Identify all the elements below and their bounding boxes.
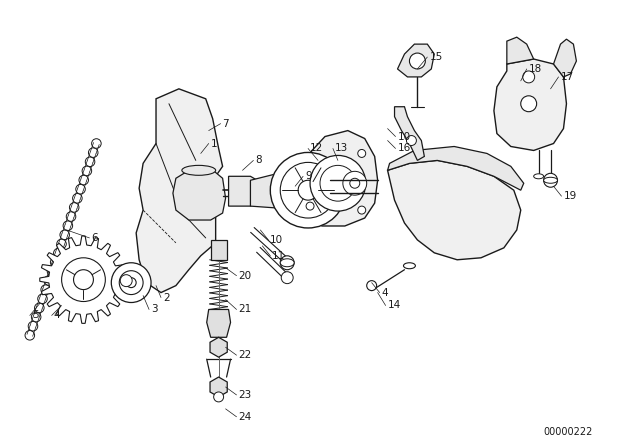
Text: 1: 1 <box>211 138 218 148</box>
Text: 21: 21 <box>239 305 252 314</box>
Text: 24: 24 <box>239 412 252 422</box>
Circle shape <box>126 278 136 288</box>
Circle shape <box>72 194 82 203</box>
Polygon shape <box>388 160 521 260</box>
Text: 12: 12 <box>310 143 323 154</box>
Ellipse shape <box>280 259 294 267</box>
Circle shape <box>44 276 54 285</box>
Circle shape <box>61 258 106 302</box>
Circle shape <box>85 157 95 167</box>
Circle shape <box>343 171 367 195</box>
Text: 5: 5 <box>32 310 38 320</box>
Circle shape <box>63 221 72 230</box>
Polygon shape <box>173 168 225 220</box>
Polygon shape <box>136 89 223 293</box>
Text: 16: 16 <box>397 143 411 154</box>
Circle shape <box>406 136 417 146</box>
Circle shape <box>88 148 98 157</box>
Circle shape <box>358 150 365 157</box>
Ellipse shape <box>403 263 415 269</box>
Circle shape <box>51 258 60 267</box>
Text: 7: 7 <box>223 119 229 129</box>
Ellipse shape <box>543 177 557 183</box>
Polygon shape <box>388 146 524 190</box>
Polygon shape <box>207 310 230 337</box>
Polygon shape <box>250 173 292 208</box>
Circle shape <box>54 248 63 258</box>
Polygon shape <box>394 107 424 160</box>
Circle shape <box>543 173 557 187</box>
Circle shape <box>306 202 314 210</box>
Polygon shape <box>210 377 227 397</box>
Polygon shape <box>507 37 534 64</box>
Text: 6: 6 <box>92 233 98 243</box>
Circle shape <box>358 206 365 214</box>
Circle shape <box>82 166 92 176</box>
Polygon shape <box>40 236 127 323</box>
Circle shape <box>28 321 38 331</box>
Circle shape <box>310 155 365 211</box>
Circle shape <box>270 152 346 228</box>
Text: 13: 13 <box>335 143 348 154</box>
Circle shape <box>298 180 318 200</box>
Ellipse shape <box>182 165 216 175</box>
Circle shape <box>280 256 294 270</box>
Circle shape <box>119 271 143 294</box>
Circle shape <box>79 175 88 185</box>
Text: 4: 4 <box>54 310 60 320</box>
Text: 2: 2 <box>163 293 170 302</box>
Circle shape <box>320 165 356 201</box>
Text: 10: 10 <box>397 132 411 142</box>
Text: 18: 18 <box>529 64 542 74</box>
Circle shape <box>521 96 537 112</box>
Circle shape <box>47 267 57 276</box>
Text: 14: 14 <box>388 301 401 310</box>
Text: 22: 22 <box>239 350 252 360</box>
Circle shape <box>25 331 35 340</box>
Circle shape <box>60 230 70 240</box>
Text: 9: 9 <box>305 171 312 181</box>
Polygon shape <box>494 59 566 151</box>
Text: 23: 23 <box>239 390 252 400</box>
Circle shape <box>69 202 79 212</box>
Circle shape <box>38 294 47 304</box>
Polygon shape <box>228 177 262 206</box>
Ellipse shape <box>534 174 543 179</box>
Circle shape <box>76 185 85 194</box>
Circle shape <box>111 263 151 302</box>
Circle shape <box>35 303 44 313</box>
Circle shape <box>281 271 293 284</box>
Text: 8: 8 <box>255 155 262 165</box>
Circle shape <box>92 139 101 148</box>
Circle shape <box>350 178 360 188</box>
Circle shape <box>41 285 51 294</box>
Circle shape <box>523 71 534 83</box>
Text: 17: 17 <box>561 72 573 82</box>
Circle shape <box>214 392 223 402</box>
Polygon shape <box>554 39 577 77</box>
Polygon shape <box>211 240 227 260</box>
Polygon shape <box>210 337 227 357</box>
Circle shape <box>410 53 426 69</box>
Polygon shape <box>397 44 435 77</box>
Text: 3: 3 <box>151 305 157 314</box>
Circle shape <box>67 212 76 221</box>
Text: 00000222: 00000222 <box>544 426 593 437</box>
Circle shape <box>57 239 67 249</box>
Circle shape <box>74 270 93 289</box>
Text: 20: 20 <box>239 271 252 281</box>
Circle shape <box>280 162 336 218</box>
Circle shape <box>367 280 377 291</box>
Text: 19: 19 <box>563 191 577 201</box>
Text: 11: 11 <box>272 251 285 261</box>
Circle shape <box>31 312 41 322</box>
Text: 4: 4 <box>381 288 388 297</box>
Polygon shape <box>298 130 378 226</box>
Text: 15: 15 <box>429 52 443 62</box>
Circle shape <box>120 275 132 287</box>
Text: 10: 10 <box>270 235 284 245</box>
